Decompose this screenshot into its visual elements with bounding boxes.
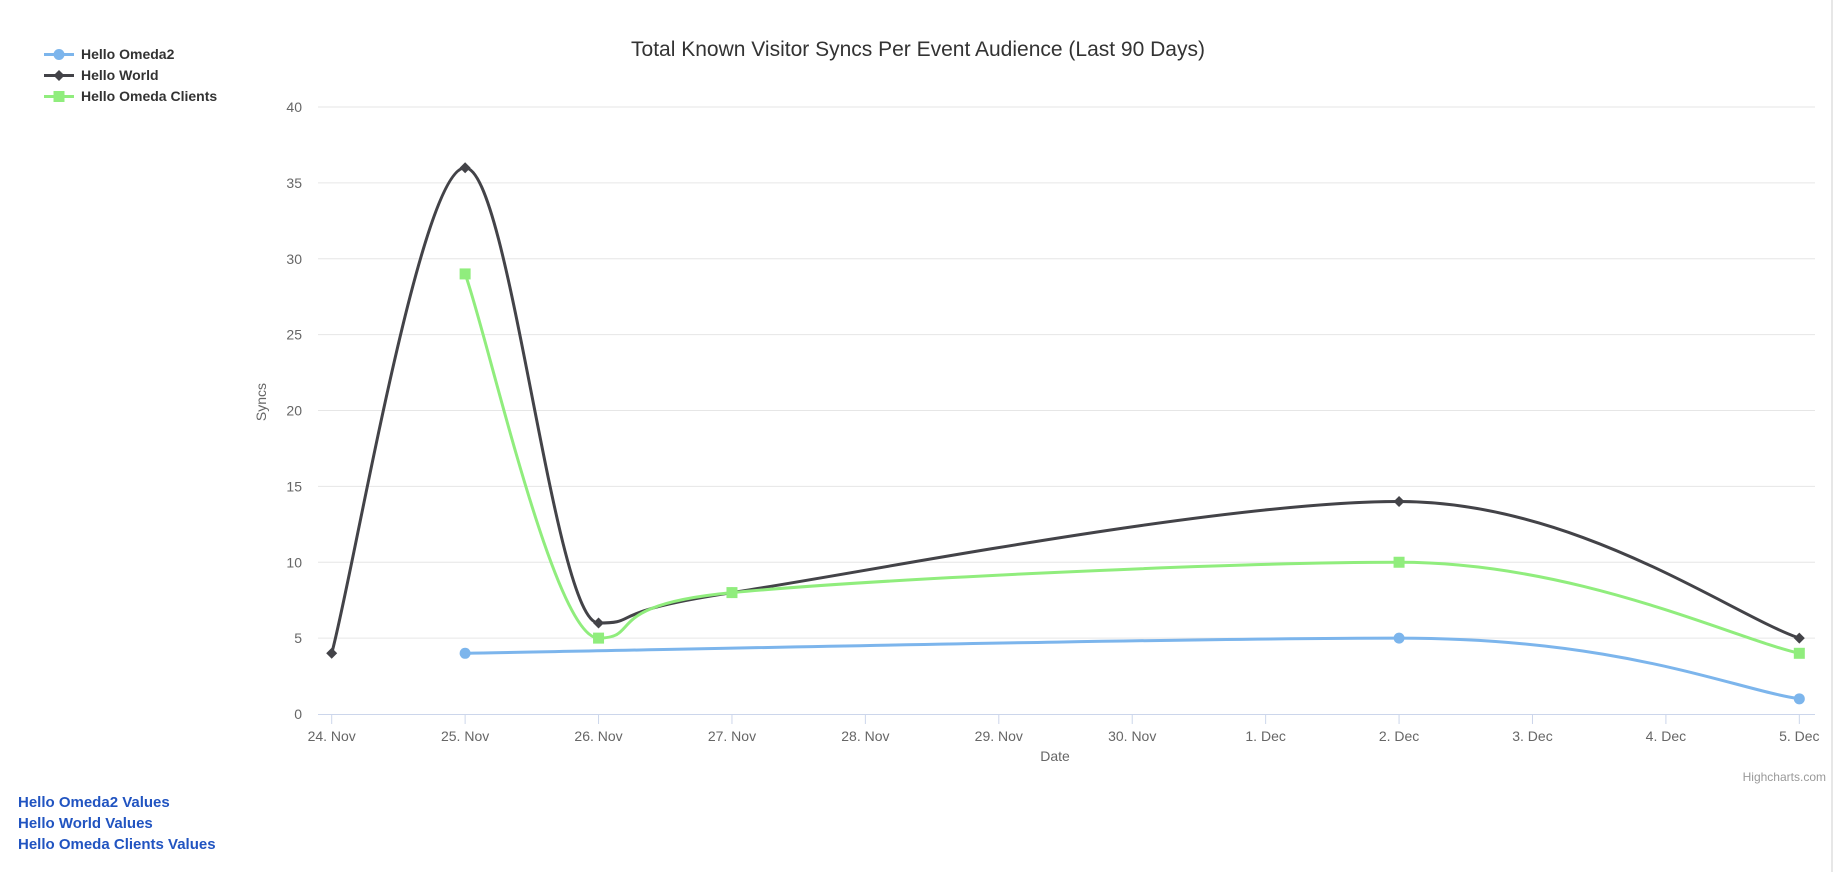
data-point-hello-world-5-dec[interactable] [1793, 632, 1805, 644]
hello-omeda-clients-values-link[interactable]: Hello Omeda Clients Values [18, 836, 216, 853]
data-point-hello-omeda-clients-25-nov[interactable] [459, 268, 471, 280]
data-point-hello-world-25-nov[interactable] [459, 162, 471, 174]
chart-title: Total Known Visitor Syncs Per Event Audi… [631, 38, 1205, 61]
legend-item-hello-omeda2[interactable]: Hello Omeda2 [44, 46, 217, 63]
series-line-hello-omeda2 [463, 636, 1801, 701]
legend-label: Hello World [81, 67, 159, 83]
legend-label: Hello Omeda2 [81, 46, 175, 62]
y-tick-label: 20 [286, 403, 302, 419]
x-tick-label: 1. Dec [1245, 728, 1285, 744]
x-tick-label: 28. Nov [841, 728, 889, 744]
data-point-hello-omeda-clients-5-dec[interactable] [1793, 647, 1805, 659]
y-tick-label: 5 [294, 630, 302, 646]
x-tick-label: 30. Nov [1108, 728, 1156, 744]
x-tick-label: 27. Nov [708, 728, 756, 744]
x-tick-label: 26. Nov [574, 728, 622, 744]
y-tick-label: 40 [286, 99, 302, 115]
x-tick-label: 3. Dec [1512, 728, 1552, 744]
x-tick-label: 2. Dec [1379, 728, 1419, 744]
y-tick-label: 10 [286, 554, 302, 570]
y-tick-label: 30 [286, 251, 302, 267]
highcharts-credits-link[interactable]: Highcharts.com [1742, 770, 1826, 784]
y-tick-label: 15 [286, 478, 302, 494]
y-axis-title: Syncs [253, 382, 269, 422]
scrollbar-track [1831, 0, 1833, 872]
data-point-hello-omeda-clients-27-nov[interactable] [726, 587, 738, 599]
values-links: Hello Omeda2 Values Hello World Values H… [18, 792, 216, 855]
series-line-hello-world [330, 166, 1801, 655]
data-point-hello-world-26-nov[interactable] [593, 617, 605, 629]
y-tick-label: 35 [286, 175, 302, 191]
x-tick-label: 24. Nov [308, 728, 356, 744]
legend-item-hello-omeda-clients[interactable]: Hello Omeda Clients [44, 88, 217, 105]
data-point-hello-omeda2-5-dec[interactable] [1793, 693, 1805, 705]
x-tick-label: 4. Dec [1646, 728, 1686, 744]
data-point-hello-world-24-nov[interactable] [326, 647, 338, 659]
hello-omeda2-values-link[interactable]: Hello Omeda2 Values [18, 794, 170, 811]
legend: Hello Omeda2 Hello World Hello Omeda Cli… [44, 46, 217, 105]
data-point-hello-omeda2-25-nov[interactable] [459, 647, 471, 659]
data-point-hello-omeda-clients-2-dec[interactable] [1393, 556, 1405, 568]
legend-item-hello-world[interactable]: Hello World [44, 67, 217, 84]
x-tick-label: 5. Dec [1779, 728, 1819, 744]
x-tick-label: 25. Nov [441, 728, 489, 744]
legend-label: Hello Omeda Clients [81, 88, 218, 104]
y-tick-label: 25 [286, 327, 302, 343]
data-point-hello-omeda-clients-26-nov[interactable] [593, 632, 605, 644]
hello-world-values-link[interactable]: Hello World Values [18, 815, 153, 832]
x-axis-title: Date [1040, 748, 1070, 764]
legend-marker-circle-icon [44, 47, 74, 62]
legend-marker-square-icon [44, 89, 74, 104]
series-line-hello-omeda-clients [463, 272, 1801, 655]
data-point-hello-omeda2-2-dec[interactable] [1393, 632, 1405, 644]
data-point-hello-world-2-dec[interactable] [1393, 496, 1405, 508]
y-tick-label: 0 [294, 706, 302, 722]
legend-marker-diamond-icon [44, 68, 74, 83]
x-tick-label: 29. Nov [975, 728, 1023, 744]
